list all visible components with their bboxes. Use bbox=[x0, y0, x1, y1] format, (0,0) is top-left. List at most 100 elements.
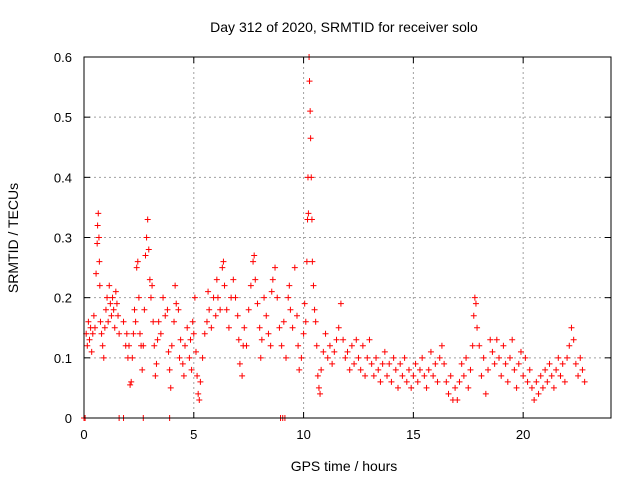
data-point bbox=[388, 378, 395, 385]
data-point bbox=[254, 300, 261, 307]
data-point bbox=[160, 294, 167, 301]
data-point bbox=[368, 360, 375, 367]
data-point bbox=[568, 324, 575, 331]
data-point bbox=[175, 306, 182, 313]
data-point bbox=[364, 354, 371, 361]
data-point bbox=[337, 300, 344, 307]
data-point bbox=[232, 294, 239, 301]
data-point bbox=[303, 258, 310, 265]
data-point bbox=[581, 378, 588, 385]
data-point bbox=[548, 372, 555, 379]
data-point bbox=[476, 342, 483, 349]
data-point bbox=[251, 252, 258, 259]
data-point bbox=[252, 276, 259, 283]
data-point bbox=[107, 300, 114, 307]
data-point bbox=[203, 318, 210, 325]
y-tick-label: 0.2 bbox=[54, 291, 72, 306]
data-point bbox=[305, 210, 312, 217]
data-point bbox=[419, 354, 426, 361]
data-point bbox=[471, 294, 478, 301]
data-point bbox=[141, 306, 148, 313]
data-point bbox=[212, 312, 219, 319]
data-point bbox=[234, 312, 241, 319]
data-point bbox=[152, 372, 159, 379]
data-point bbox=[241, 324, 248, 331]
data-point bbox=[487, 336, 494, 343]
data-point bbox=[577, 354, 584, 361]
data-point bbox=[377, 378, 384, 385]
y-tick-label: 0.5 bbox=[54, 110, 72, 125]
data-point bbox=[307, 108, 314, 115]
data-point bbox=[366, 336, 373, 343]
data-point bbox=[463, 354, 470, 361]
data-point bbox=[353, 336, 360, 343]
data-point bbox=[274, 294, 281, 301]
data-point bbox=[489, 348, 496, 355]
data-point bbox=[104, 294, 111, 301]
data-point bbox=[465, 384, 472, 391]
data-point bbox=[96, 282, 103, 289]
data-point bbox=[403, 378, 410, 385]
data-point bbox=[564, 354, 571, 361]
axis-ticks bbox=[83, 56, 611, 419]
data-point bbox=[195, 390, 202, 397]
data-point bbox=[438, 342, 445, 349]
data-point bbox=[301, 300, 308, 307]
data-point bbox=[293, 312, 300, 319]
data-point bbox=[127, 381, 134, 388]
data-point bbox=[157, 330, 164, 337]
data-point bbox=[110, 306, 117, 313]
data-point bbox=[245, 306, 252, 313]
data-point bbox=[392, 366, 399, 373]
plot-frame bbox=[83, 56, 612, 419]
data-point bbox=[188, 366, 195, 373]
data-point bbox=[142, 252, 149, 259]
data-point bbox=[190, 330, 197, 337]
data-point bbox=[410, 372, 417, 379]
data-point bbox=[111, 324, 118, 331]
data-point bbox=[421, 372, 428, 379]
data-point bbox=[478, 372, 485, 379]
data-point bbox=[324, 354, 331, 361]
data-point bbox=[132, 318, 139, 325]
data-point bbox=[214, 294, 221, 301]
data-point bbox=[306, 78, 313, 85]
data-point bbox=[265, 330, 272, 337]
x-tick-label: 5 bbox=[190, 427, 197, 442]
data-point bbox=[331, 348, 338, 355]
x-tick-labels: 0 5 10 15 20 bbox=[80, 427, 530, 442]
data-point bbox=[315, 384, 322, 391]
data-point bbox=[208, 324, 215, 331]
data-point bbox=[219, 264, 226, 271]
data-point bbox=[308, 216, 315, 223]
data-point bbox=[298, 354, 305, 361]
data-point bbox=[90, 312, 97, 319]
data-point bbox=[144, 216, 151, 223]
data-point bbox=[359, 342, 366, 349]
data-point bbox=[287, 306, 294, 313]
gridlines bbox=[84, 57, 611, 418]
data-point bbox=[86, 336, 93, 343]
data-point bbox=[173, 300, 180, 307]
data-point bbox=[511, 366, 518, 373]
data-point bbox=[454, 396, 461, 403]
data-point bbox=[579, 366, 586, 373]
data-point bbox=[470, 312, 477, 319]
data-point bbox=[430, 372, 437, 379]
data-point bbox=[355, 354, 362, 361]
data-point bbox=[167, 384, 174, 391]
data-point bbox=[460, 372, 467, 379]
y-tick-label: 0.3 bbox=[54, 231, 72, 246]
data-point bbox=[184, 324, 191, 331]
data-point bbox=[126, 342, 133, 349]
data-point bbox=[452, 384, 459, 391]
data-point bbox=[130, 330, 137, 337]
data-point bbox=[213, 276, 220, 283]
data-point bbox=[91, 324, 98, 331]
data-point bbox=[102, 306, 109, 313]
data-point bbox=[267, 342, 274, 349]
data-point bbox=[427, 348, 434, 355]
data-point bbox=[401, 354, 408, 361]
data-point bbox=[151, 342, 158, 349]
data-point bbox=[390, 354, 397, 361]
